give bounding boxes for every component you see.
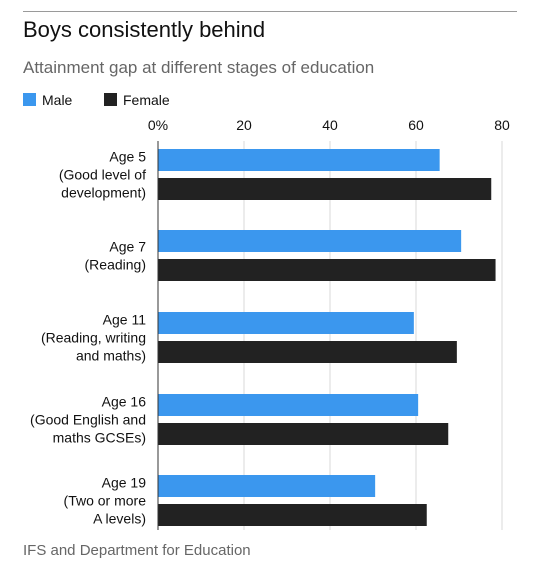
legend-swatch-female — [104, 93, 117, 106]
chart-subtitle: Attainment gap at different stages of ed… — [23, 58, 375, 77]
legend-label-male: Male — [42, 92, 73, 108]
bar-male — [158, 475, 376, 497]
x-tick-label: 60 — [408, 117, 424, 133]
bar-male — [158, 394, 419, 416]
legend-swatch-male — [23, 93, 36, 106]
category-labels: Age 5 (Good level of development) Age 7 (Rea… — [30, 149, 146, 527]
category-label: Age 5 (Good level of development) — [59, 149, 146, 201]
grid-lines — [243, 141, 503, 530]
x-tick-label: 20 — [236, 117, 252, 133]
bar-male — [158, 312, 414, 334]
x-tick-label: 0% — [148, 117, 168, 133]
bar-female — [158, 423, 449, 445]
bar-male — [158, 149, 440, 171]
bar-male — [158, 230, 462, 252]
x-tick-label: 80 — [494, 117, 510, 133]
bar-female — [158, 259, 496, 281]
top-rule — [23, 11, 517, 12]
source-note: IFS and Department for Education — [23, 542, 251, 559]
legend: Male Female — [23, 92, 170, 108]
category-label: Age 19 (Two or more A levels) — [64, 475, 147, 527]
category-label: Age 11 (Reading, writing and maths) — [41, 312, 146, 364]
x-axis-ticks: 0% 20 40 60 80 — [148, 117, 510, 133]
bar-female — [158, 504, 427, 526]
chart-title: Boys consistently behind — [23, 17, 266, 42]
bar-female — [158, 341, 457, 363]
legend-label-female: Female — [123, 92, 170, 108]
bar-female — [158, 178, 492, 200]
x-tick-label: 40 — [322, 117, 338, 133]
category-label: Age 16 (Good English and maths GCSEs) — [30, 394, 146, 446]
bars — [158, 149, 496, 526]
category-label: Age 7 (Reading) — [85, 239, 147, 273]
